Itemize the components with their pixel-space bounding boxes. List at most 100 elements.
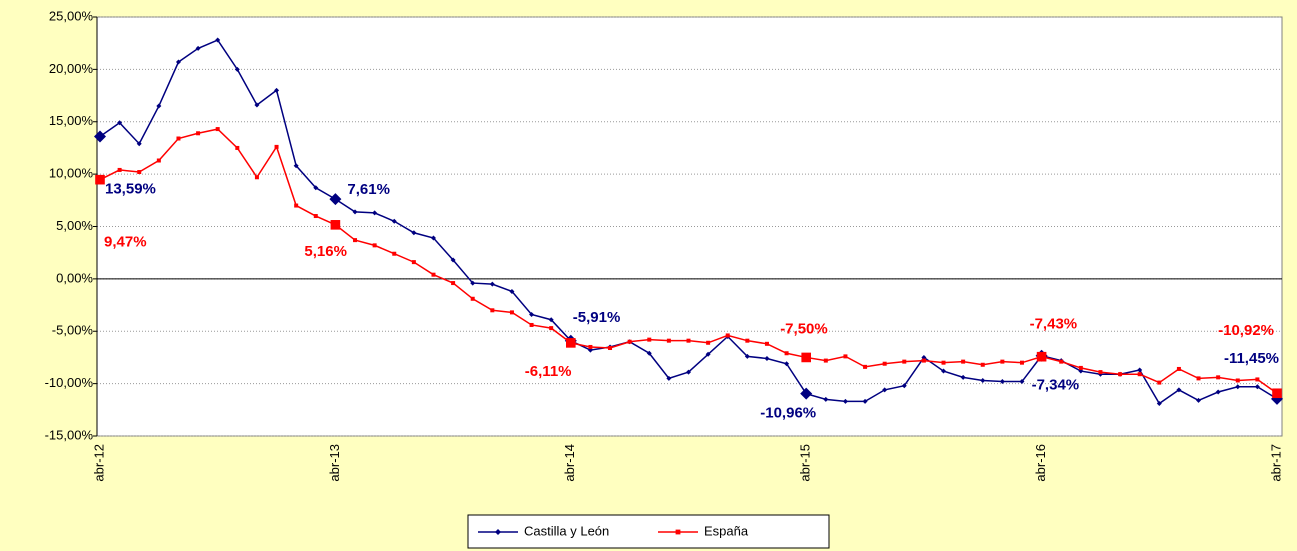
y-tick-label: -5,00% [52, 323, 94, 338]
marker [470, 296, 475, 301]
marker [1156, 401, 1162, 407]
marker [1078, 365, 1083, 370]
marker [176, 136, 181, 141]
marker [430, 235, 436, 241]
marker [495, 529, 501, 535]
x-tick-label: abr-16 [1033, 444, 1048, 482]
y-tick-label: -10,00% [45, 375, 94, 390]
data-label: -10,92% [1218, 322, 1274, 339]
marker [608, 346, 613, 351]
marker [274, 87, 280, 93]
marker [94, 130, 106, 143]
marker [1176, 366, 1181, 371]
data-label: -7,34% [1032, 377, 1080, 394]
data-label: 5,16% [304, 243, 347, 260]
marker [254, 175, 259, 180]
marker [274, 144, 279, 149]
marker [999, 379, 1005, 385]
marker [117, 120, 123, 126]
marker [801, 352, 811, 363]
marker [411, 230, 417, 236]
marker [980, 362, 985, 367]
marker [901, 383, 907, 389]
y-tick-label: 15,00% [49, 113, 94, 128]
marker [293, 163, 299, 169]
marker [215, 127, 220, 132]
marker [548, 317, 554, 323]
marker [215, 37, 221, 43]
marker [1196, 397, 1202, 403]
marker [843, 354, 848, 359]
y-tick-label: 10,00% [49, 166, 94, 181]
marker [941, 360, 946, 365]
marker [842, 398, 848, 404]
data-label: 9,47% [104, 234, 147, 251]
marker [392, 251, 397, 256]
marker [95, 174, 105, 185]
data-label: 13,59% [105, 180, 156, 197]
marker [175, 59, 181, 65]
marker [529, 322, 534, 327]
marker [1216, 375, 1221, 380]
marker [1137, 367, 1143, 373]
y-tick-label: 20,00% [49, 61, 94, 76]
x-tick-label: abr-17 [1268, 444, 1283, 482]
marker [353, 238, 358, 243]
marker [137, 170, 142, 175]
marker [764, 355, 770, 361]
marker [352, 209, 358, 215]
marker [451, 281, 456, 286]
marker [509, 288, 515, 294]
marker [431, 272, 436, 277]
marker [862, 398, 868, 404]
data-label: -5,91% [573, 309, 621, 326]
marker [1235, 378, 1240, 383]
marker [1000, 359, 1005, 364]
marker [490, 308, 495, 313]
marker [675, 529, 681, 535]
y-tick-label: -15,00% [45, 427, 94, 442]
marker [117, 167, 122, 172]
marker [1019, 360, 1024, 365]
marker [1196, 376, 1201, 381]
marker [784, 361, 790, 367]
marker [372, 243, 377, 248]
y-tick-label: 5,00% [56, 218, 93, 233]
marker [960, 374, 966, 380]
marker [706, 340, 711, 345]
marker [450, 257, 456, 263]
marker [646, 350, 652, 356]
legend-label: España [704, 523, 749, 538]
marker [1098, 370, 1103, 375]
marker [1059, 359, 1064, 364]
marker [470, 280, 476, 286]
marker [156, 158, 161, 163]
marker [1036, 351, 1047, 362]
x-tick-label: abr-15 [798, 444, 813, 482]
marker [784, 351, 789, 356]
marker [882, 361, 887, 366]
marker [647, 337, 652, 342]
marker [1176, 387, 1182, 393]
marker [666, 375, 672, 381]
y-tick-label: 0,00% [56, 270, 93, 285]
legend [467, 514, 830, 549]
marker [902, 359, 907, 364]
data-label: 7,61% [347, 181, 390, 198]
marker [509, 310, 514, 315]
marker [1118, 372, 1123, 377]
marker [411, 260, 416, 265]
marker [489, 281, 495, 287]
marker [666, 338, 671, 343]
marker [1272, 388, 1282, 399]
marker [313, 185, 319, 191]
data-label: -7,43% [1030, 316, 1078, 333]
marker [725, 333, 730, 338]
marker [294, 203, 299, 208]
marker [627, 339, 632, 344]
data-label: -10,96% [760, 405, 816, 422]
marker [549, 326, 554, 331]
marker [705, 351, 711, 357]
marker [823, 358, 828, 363]
